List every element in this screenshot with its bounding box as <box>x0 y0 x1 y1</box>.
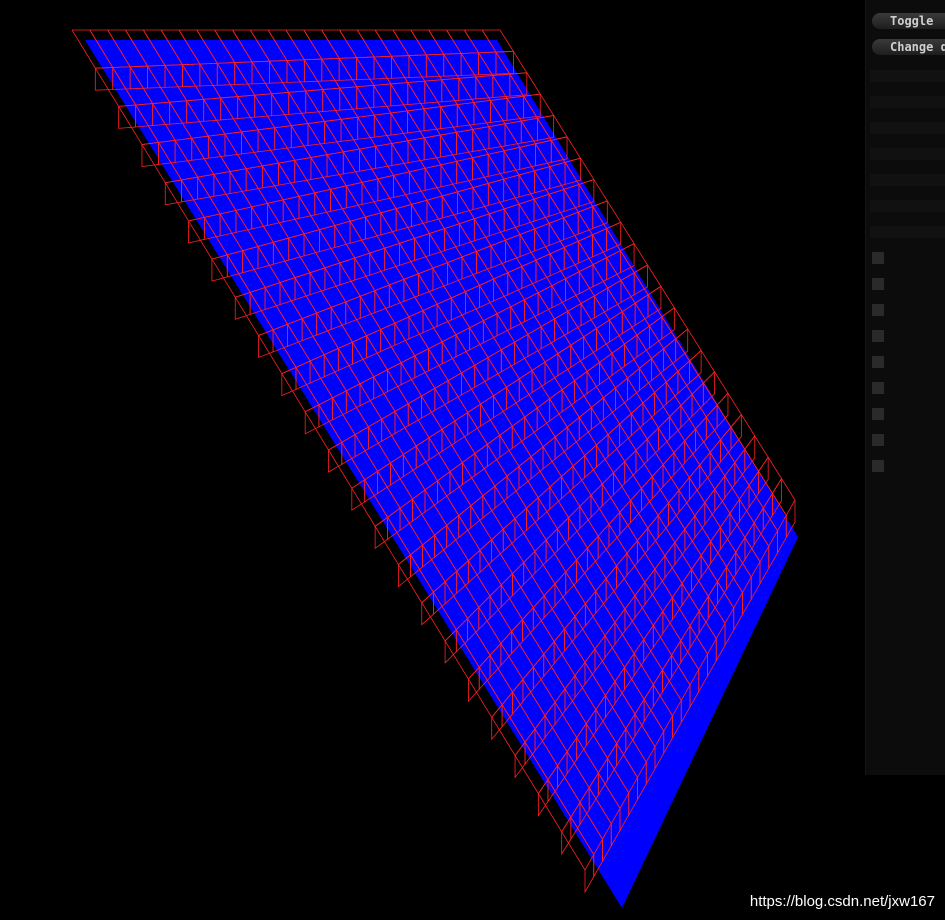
panel-row <box>872 304 884 316</box>
panel-row <box>872 356 884 368</box>
toggle-button[interactable]: Toggle <box>872 13 945 29</box>
watermark: https://blog.csdn.net/jxw167 <box>749 893 935 910</box>
box-side <box>785 500 796 539</box>
wireframe-boxes <box>71 29 796 894</box>
box-side <box>619 243 635 274</box>
change-button[interactable]: Change d <box>872 39 945 55</box>
panel-row <box>870 200 945 212</box>
box-side <box>661 307 675 340</box>
panel-row <box>870 70 945 82</box>
box-side <box>550 136 568 163</box>
panel-row <box>870 122 945 134</box>
panel-row <box>872 460 884 472</box>
panel-row <box>870 226 945 238</box>
box-side <box>523 94 541 119</box>
box-side <box>675 329 689 362</box>
box-side <box>564 158 581 185</box>
blue-plane <box>85 40 798 908</box>
panel-row <box>870 148 945 160</box>
box-side <box>495 51 514 75</box>
box-side <box>730 414 742 451</box>
box-side <box>758 457 769 495</box>
panel-row <box>872 278 884 290</box>
box-side <box>716 393 729 429</box>
panel-row <box>870 174 945 186</box>
panel-row <box>872 408 884 420</box>
side-panel: Toggle Change d <box>865 0 945 775</box>
box-side <box>633 265 648 296</box>
box-side <box>592 200 608 230</box>
box-side <box>744 435 756 473</box>
panel-row <box>872 382 884 394</box>
panel-row <box>872 434 884 446</box>
box-side <box>509 72 528 97</box>
box-side <box>689 350 702 384</box>
render-view <box>71 29 798 908</box>
box-side <box>606 222 622 252</box>
box-side <box>772 478 782 517</box>
panel-row <box>872 252 884 264</box>
box-side <box>537 115 555 141</box>
panel-row <box>872 330 884 342</box>
box-side <box>702 371 715 406</box>
box-side <box>578 179 595 208</box>
box-side <box>647 286 662 318</box>
panel-row <box>870 96 945 108</box>
